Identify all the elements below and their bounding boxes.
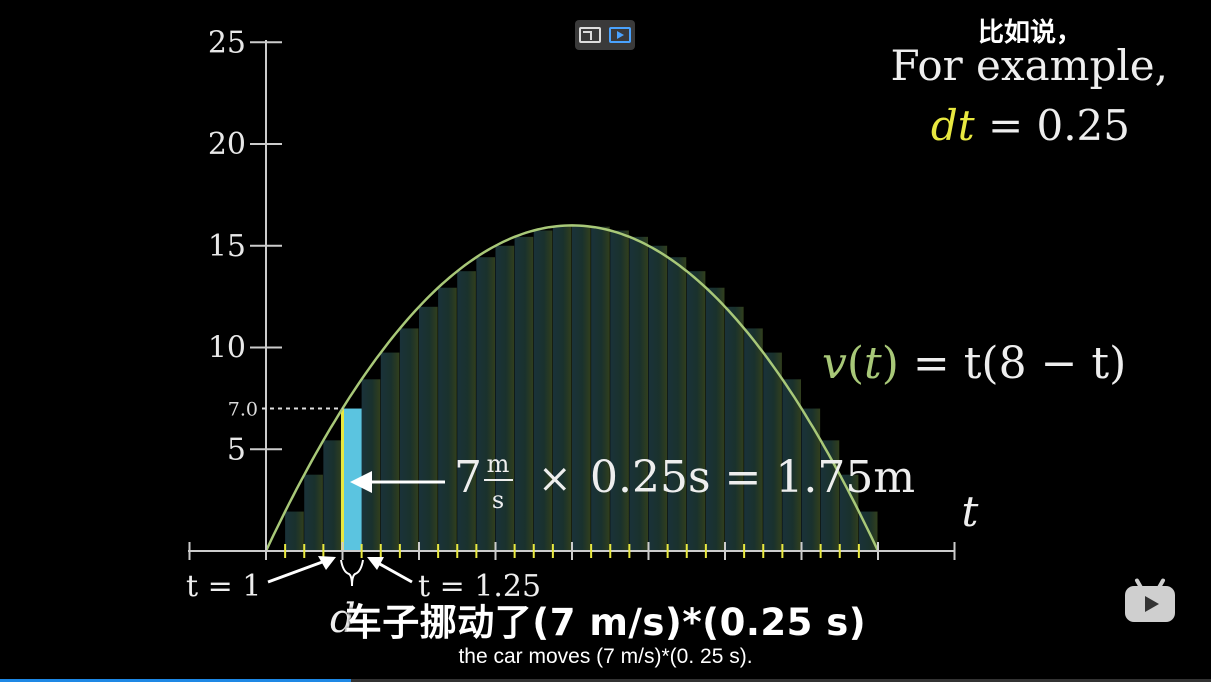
player-overlay-controls[interactable] bbox=[575, 20, 635, 50]
riemann-bar bbox=[801, 408, 821, 551]
riemann-bar bbox=[782, 379, 801, 551]
riemann-bar bbox=[839, 474, 859, 551]
riemann-bar bbox=[725, 306, 744, 551]
riemann-bar bbox=[419, 306, 438, 551]
annotation-times: × bbox=[538, 456, 572, 502]
annotation-left-number: 7 bbox=[454, 452, 482, 503]
caption-dt: dt = 0.25 bbox=[931, 101, 1130, 150]
riemann-bar bbox=[552, 226, 572, 551]
subtitle-english: the car moves (7 m/s)*(0. 25 s). bbox=[458, 645, 753, 668]
riemann-bar bbox=[361, 379, 381, 551]
y-tick-label: 5 bbox=[227, 432, 246, 467]
function-label: v(t) = t(8 − t) bbox=[822, 338, 1126, 389]
brace-letter: d bbox=[330, 596, 356, 642]
riemann-bar bbox=[705, 287, 725, 551]
screen-play-icon[interactable] bbox=[609, 27, 631, 43]
riemann-bar bbox=[514, 236, 534, 552]
annotation-rhs: 0.25s = 1.75m bbox=[590, 452, 915, 503]
dt-brace bbox=[340, 559, 364, 587]
bilibili-tv-icon[interactable] bbox=[1125, 577, 1177, 622]
annotation-arrow-head bbox=[350, 471, 372, 493]
velocity-curve bbox=[264, 224, 880, 552]
riemann-bar bbox=[495, 245, 515, 551]
riemann-bar bbox=[323, 440, 342, 551]
riemann-bar bbox=[304, 474, 323, 551]
riemann-bar bbox=[285, 511, 304, 551]
highlight-value-label: 7.0 bbox=[228, 399, 258, 421]
t-left-label: t = 1 bbox=[186, 569, 261, 604]
annotation-unit-den: s bbox=[492, 486, 504, 514]
riemann-bar bbox=[591, 226, 610, 551]
y-tick-label: 15 bbox=[208, 229, 246, 264]
caption-cn: 比如说， bbox=[978, 18, 1083, 48]
highlighted-bar bbox=[342, 408, 362, 551]
video-progress-fill bbox=[0, 679, 352, 682]
subtitle-chinese: 车子挪动了(7 m/s)*(0.25 s) bbox=[344, 601, 867, 644]
riemann-bar bbox=[380, 352, 400, 551]
pip-exit-icon[interactable] bbox=[579, 27, 601, 43]
riemann-bar bbox=[610, 230, 629, 552]
riemann-bar bbox=[820, 440, 840, 551]
riemann-bar bbox=[744, 328, 763, 551]
riemann-bar bbox=[533, 230, 553, 552]
riemann-bar bbox=[686, 271, 706, 551]
annotation-unit-num: m bbox=[487, 450, 510, 478]
video-progress-bar[interactable] bbox=[0, 679, 1211, 682]
riemann-bar bbox=[476, 257, 495, 551]
t-right-arrow bbox=[377, 561, 413, 584]
riemann-bar bbox=[667, 257, 687, 551]
riemann-bar bbox=[399, 328, 419, 551]
t-right-arrowhead bbox=[367, 557, 384, 570]
riemann-bar bbox=[629, 236, 648, 552]
riemann-bar bbox=[763, 352, 782, 551]
t-right-label: t = 1.25 bbox=[418, 569, 541, 604]
riemann-bar bbox=[457, 271, 476, 551]
x-axis-label: t bbox=[962, 487, 979, 536]
riemann-bar bbox=[572, 225, 591, 551]
t-left-arrowhead bbox=[318, 556, 336, 570]
y-tick-label: 20 bbox=[208, 127, 246, 162]
t-left-arrow bbox=[267, 559, 326, 584]
y-tick-label: 25 bbox=[208, 25, 246, 60]
caption-line1: For example, bbox=[891, 41, 1169, 90]
riemann-bar bbox=[438, 287, 457, 551]
riemann-bar bbox=[648, 245, 668, 551]
y-tick-label: 10 bbox=[208, 331, 246, 366]
